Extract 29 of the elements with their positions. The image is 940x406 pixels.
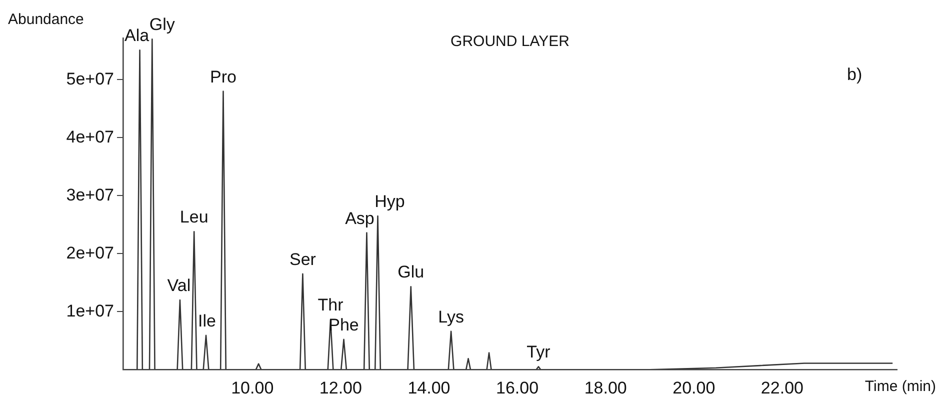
- x-tick-label: 14.00: [408, 378, 450, 398]
- x-tick-label: 22.00: [760, 378, 804, 398]
- annotation: Leu: [180, 208, 208, 227]
- chart-title: GROUND LAYER: [450, 33, 570, 50]
- annotation: Pro: [210, 67, 236, 86]
- annotation: b): [847, 65, 862, 84]
- annotation: Ser: [289, 250, 316, 269]
- x-tick-label: 10.00: [231, 378, 274, 398]
- annotation: Ala: [124, 26, 150, 46]
- y-tick-label: 3e+07: [66, 185, 114, 204]
- annotation: Ile: [198, 311, 216, 330]
- y-tick-label: 5e+07: [66, 69, 114, 88]
- y-axis-title: Abundance: [8, 11, 84, 28]
- annotation: Hyp: [374, 192, 405, 211]
- x-tick-label: 12.00: [319, 378, 362, 398]
- annotation: Thr: [318, 296, 344, 315]
- y-tick-label: 2e+07: [66, 243, 114, 262]
- x-tick-label: 16.00: [496, 378, 539, 398]
- y-tick-label: 1e+07: [66, 301, 114, 320]
- annotation: Asp: [345, 208, 374, 228]
- annotation: Val: [167, 276, 191, 296]
- annotation: Glu: [398, 262, 424, 282]
- x-tick-label: 20.00: [672, 378, 716, 398]
- x-axis-title: Time (min): [864, 378, 936, 396]
- x-tick-label: 18.00: [584, 378, 627, 398]
- annotation: Lys: [438, 307, 464, 326]
- annotation: Gly: [149, 15, 176, 34]
- annotation: Tyr: [526, 342, 551, 362]
- y-tick-label: 4e+07: [66, 127, 114, 146]
